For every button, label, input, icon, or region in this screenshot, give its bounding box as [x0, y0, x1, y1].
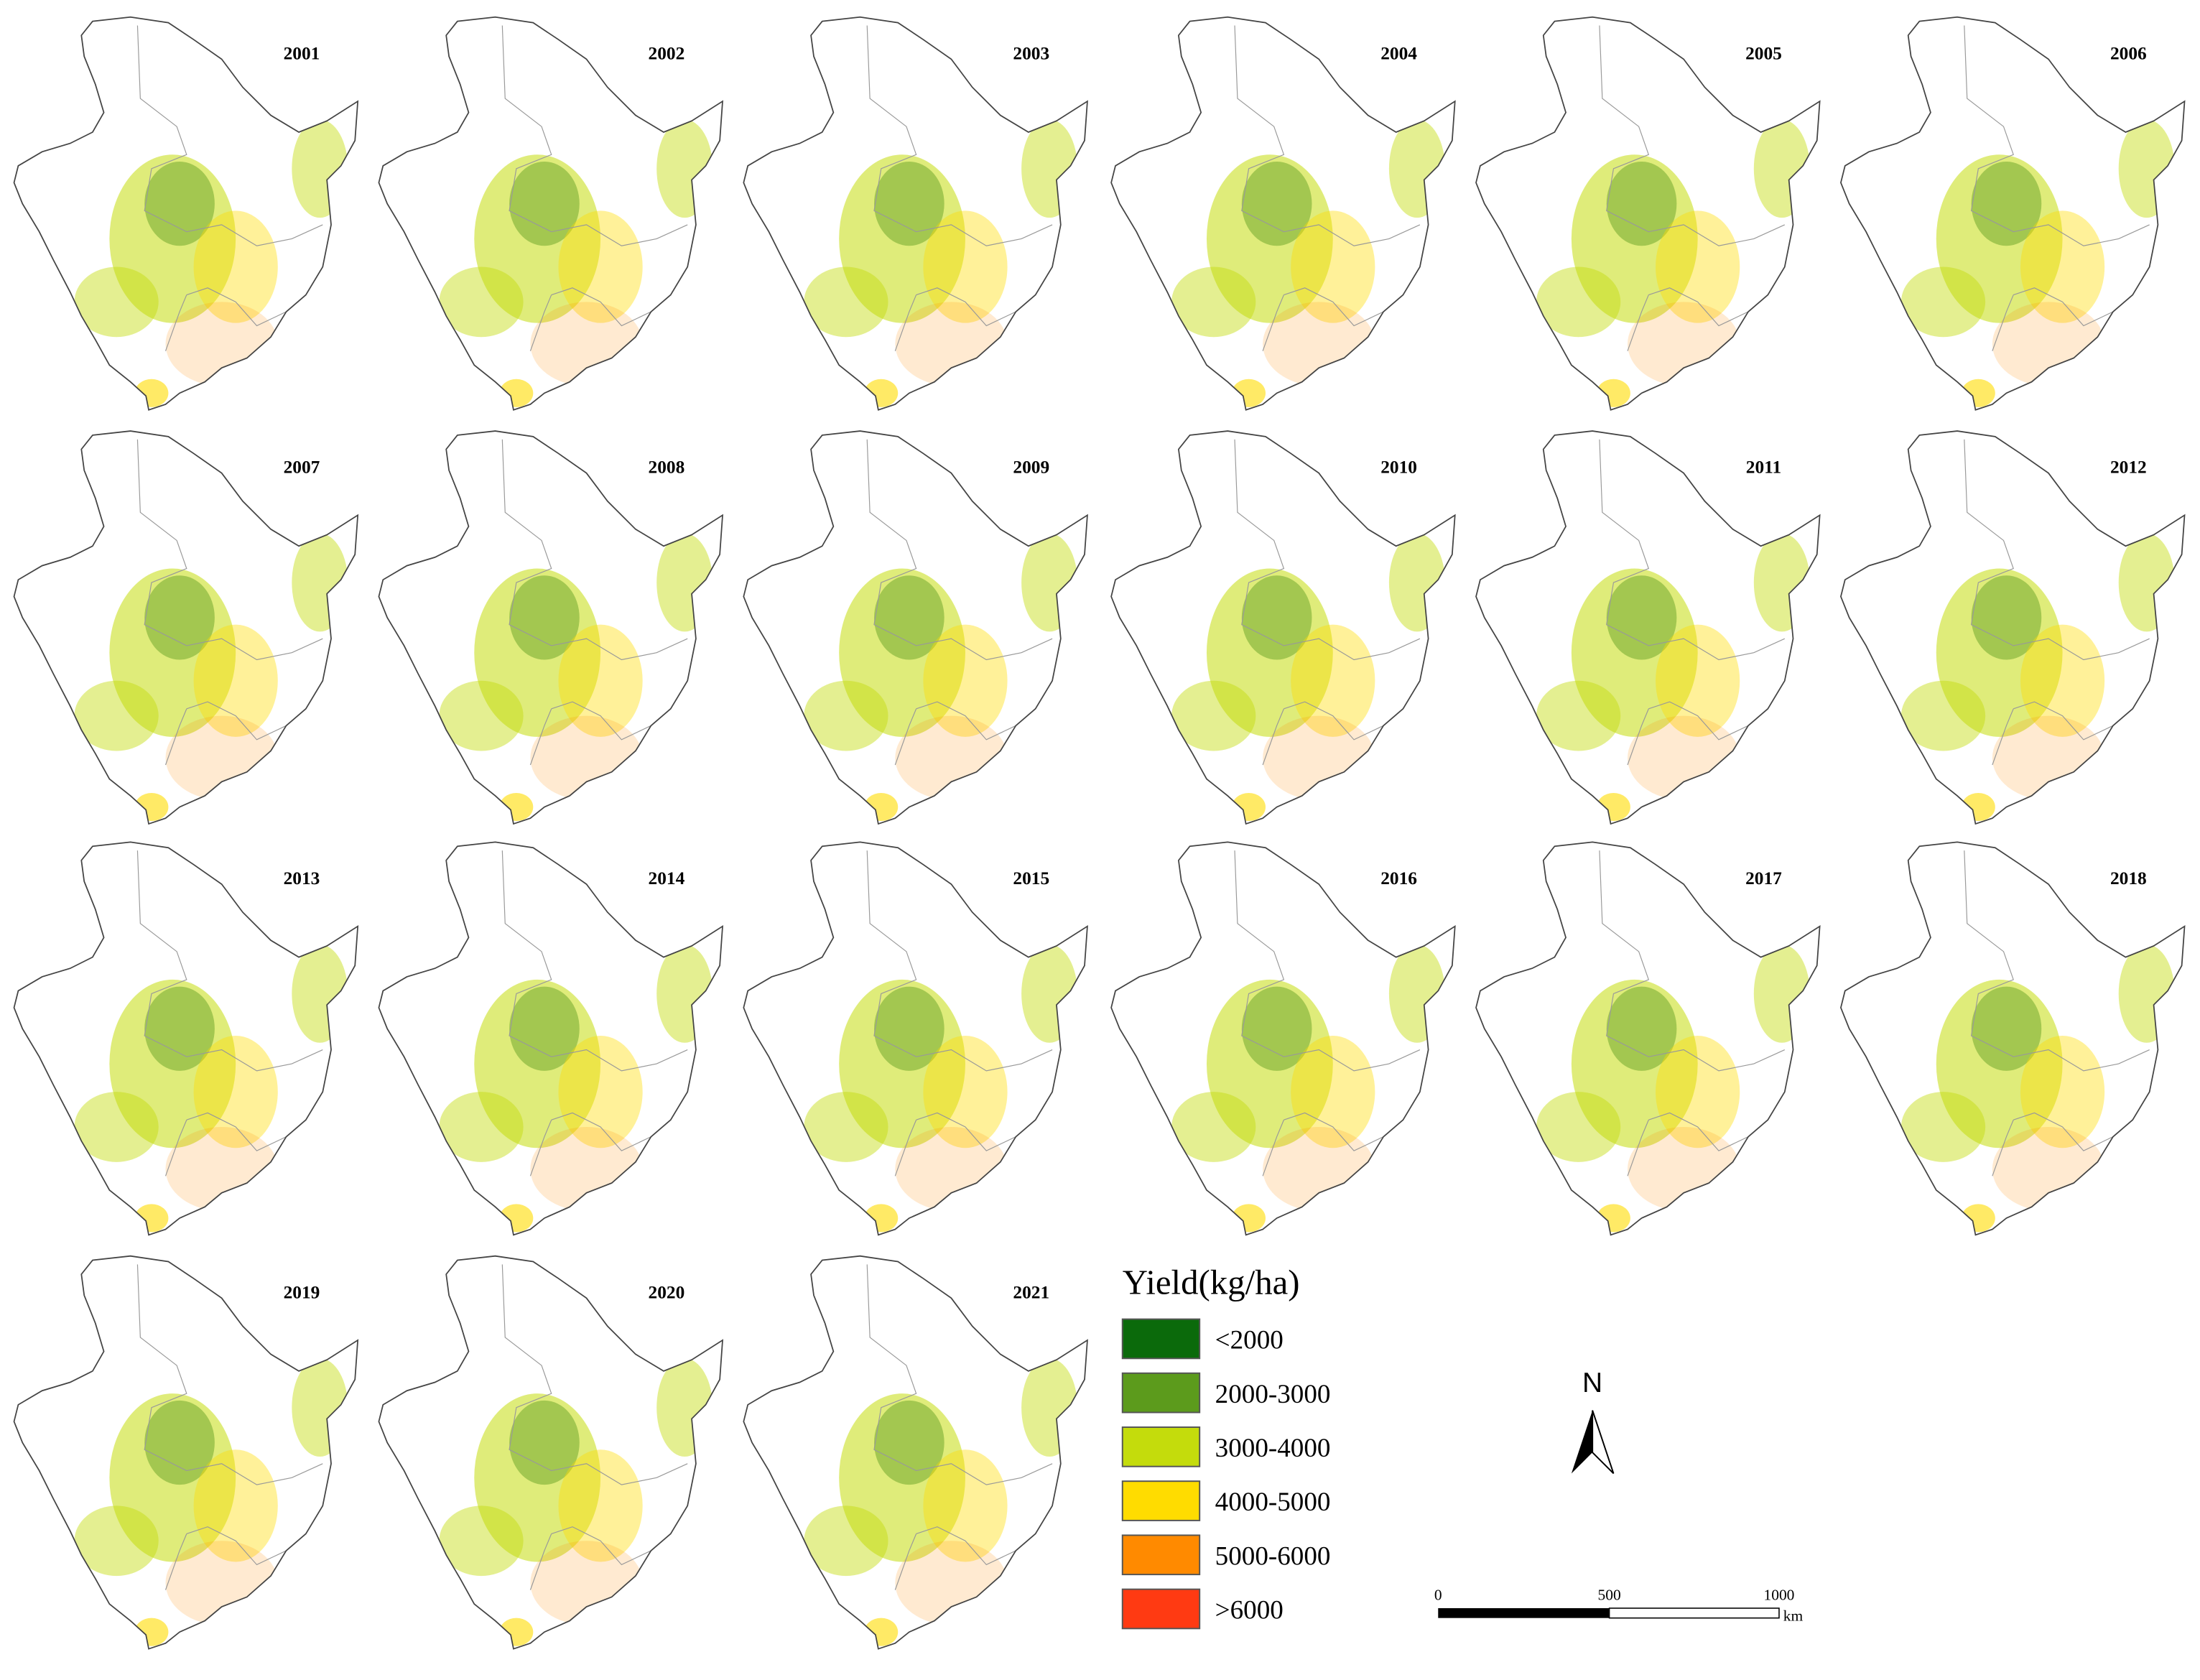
crop-layer: [1171, 945, 1445, 1232]
crop-layer: [1901, 534, 2175, 821]
year-label: 2002: [649, 43, 685, 63]
map-panel: 2019: [13, 1255, 359, 1650]
crop-layer: [75, 1358, 348, 1646]
legend-label: 4000-5000: [1215, 1488, 1331, 1517]
year-label: 2019: [284, 1282, 320, 1302]
legend-label: >6000: [1215, 1596, 1284, 1625]
year-label: 2020: [649, 1282, 685, 1302]
year-label: 2007: [284, 458, 320, 478]
legend-swatch: [1121, 1480, 1201, 1521]
map-panel: 2013: [13, 841, 359, 1236]
map-panel: 2018: [1839, 841, 2186, 1236]
year-label: 2011: [1746, 458, 1781, 478]
legend-items: <2000 2000-3000 3000-4000 4000-5000 5000-600…: [1121, 1318, 1331, 1630]
map-panel: 2003: [743, 16, 1088, 411]
map-panel: 2006: [1839, 16, 2186, 411]
legend-label: <2000: [1215, 1326, 1284, 1355]
map-panel: 2020: [378, 1255, 724, 1650]
map-panel: 2011: [1475, 430, 1821, 825]
map-panel: 2005: [1475, 16, 1821, 411]
crop-layer: [75, 534, 348, 821]
year-label: 2016: [1380, 868, 1417, 888]
crop-layer: [439, 945, 713, 1232]
year-label: 2001: [284, 43, 320, 63]
legend-label: 5000-6000: [1215, 1541, 1331, 1571]
crop-layer: [804, 1358, 1077, 1646]
map-panel: 2014: [378, 841, 724, 1236]
year-label: 2010: [1380, 458, 1417, 478]
map-panel: 2016: [1110, 841, 1456, 1236]
map-panels: 2001 2002 2003 2004 2005 2006 2007 2008 2009 2010…: [13, 16, 2186, 1650]
north-arrow: N: [1571, 1368, 1615, 1475]
legend-label: 3000-4000: [1215, 1434, 1331, 1463]
year-label: 2005: [1745, 43, 1782, 63]
year-label: 2017: [1745, 868, 1782, 888]
map-panel: 2009: [743, 430, 1088, 825]
map-panel: 2012: [1839, 430, 2186, 825]
map-panel: 2015: [743, 841, 1088, 1236]
legend-swatch: [1121, 1426, 1201, 1467]
year-label: 2009: [1013, 458, 1049, 478]
north-arrow-right: [1592, 1410, 1615, 1475]
legend-swatch: [1121, 1588, 1201, 1630]
year-label: 2004: [1380, 43, 1417, 63]
map-panel: 2001: [13, 16, 359, 411]
map-panel: 2004: [1110, 16, 1456, 411]
north-label: N: [1582, 1368, 1602, 1398]
year-label: 2013: [284, 868, 320, 888]
year-label: 2021: [1013, 1282, 1049, 1302]
map-panel: 2007: [13, 430, 359, 825]
year-label: 2008: [649, 458, 685, 478]
year-label: 2006: [2110, 43, 2147, 63]
scale-label: 0: [1434, 1586, 1442, 1603]
scale-bar: km 0 500 1000: [1434, 1586, 1804, 1624]
crop-layer: [439, 534, 713, 821]
scale-unit: km: [1783, 1607, 1804, 1625]
scale-bar-black: [1438, 1608, 1610, 1618]
crop-layer: [1171, 119, 1445, 407]
map-panel: 2008: [378, 430, 724, 825]
crop-layer: [75, 945, 348, 1232]
year-label: 2003: [1013, 43, 1049, 63]
crop-layer: [804, 534, 1077, 821]
map-panel: 2010: [1110, 430, 1456, 825]
year-label: 2018: [2110, 868, 2147, 888]
year-label: 2012: [2110, 458, 2147, 478]
map-panel: 2002: [378, 16, 724, 411]
crop-layer: [804, 119, 1077, 407]
crop-layer: [1901, 119, 2175, 407]
legend: Yield(kg/ha) <2000 2000-3000 3000-4000 4000…: [1121, 1262, 1331, 1630]
legend-swatch: [1121, 1534, 1201, 1576]
scale-bar-white: [1608, 1607, 1780, 1619]
crop-layer: [1536, 534, 1810, 821]
legend-title: Yield(kg/ha): [1123, 1262, 1300, 1301]
map-panel: 2021: [743, 1255, 1088, 1650]
crop-layer: [439, 119, 713, 407]
crop-layer: [439, 1358, 713, 1646]
legend-swatch: [1121, 1318, 1201, 1360]
crop-layer: [1536, 119, 1810, 407]
crop-layer: [804, 945, 1077, 1232]
north-arrow-left: [1571, 1410, 1593, 1474]
crop-layer: [1901, 945, 2175, 1232]
crop-layer: [75, 119, 348, 407]
scale-label: 1000: [1763, 1586, 1794, 1603]
map-panel: 2017: [1475, 841, 1821, 1236]
legend-label: 2000-3000: [1215, 1380, 1331, 1409]
crop-layer: [1171, 534, 1445, 821]
crop-layer: [1536, 945, 1810, 1232]
year-label: 2015: [1013, 868, 1049, 888]
year-label: 2014: [649, 868, 685, 888]
scale-label: 500: [1597, 1586, 1620, 1603]
legend-swatch: [1121, 1372, 1201, 1414]
